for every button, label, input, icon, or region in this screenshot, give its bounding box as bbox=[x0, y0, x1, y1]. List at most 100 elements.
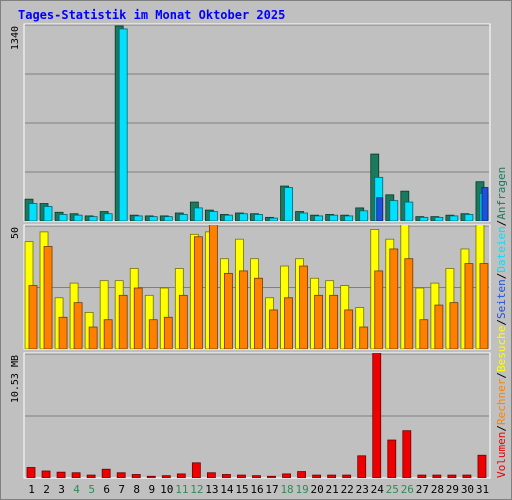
day-label: 11 bbox=[175, 483, 188, 496]
bar-dateien-day-30 bbox=[464, 214, 474, 221]
bar-volumen-day-27 bbox=[417, 474, 427, 478]
bar-rechner-day-24 bbox=[374, 270, 384, 349]
bar-volumen-day-31 bbox=[477, 454, 487, 478]
bar-rechner-day-31 bbox=[479, 263, 489, 349]
bar-volumen-day-4 bbox=[71, 472, 81, 478]
day-label: 4 bbox=[73, 483, 80, 496]
bar-rechner-day-4 bbox=[73, 302, 83, 349]
bar-rechner-day-28 bbox=[434, 304, 444, 349]
bar-volumen-day-29 bbox=[447, 474, 457, 478]
bar-volumen-day-28 bbox=[432, 474, 442, 478]
day-label: 16 bbox=[250, 483, 263, 496]
bar-dateien-day-22 bbox=[344, 215, 354, 221]
bar-rechner-day-16 bbox=[254, 277, 263, 349]
bar-dateien-day-10 bbox=[163, 216, 173, 221]
side-legend-entry: / bbox=[495, 372, 508, 379]
side-legend-entry: Seiten bbox=[495, 279, 508, 319]
bar-rechner-day-8 bbox=[133, 287, 143, 349]
bar-volumen-day-30 bbox=[462, 474, 472, 478]
day-label: 18 bbox=[280, 483, 293, 496]
day-label: 17 bbox=[265, 483, 278, 496]
bar-rechner-day-23 bbox=[359, 326, 369, 349]
bar-volumen-day-18 bbox=[282, 473, 291, 478]
day-label: 10 bbox=[160, 483, 173, 496]
bar-volumen-day-11 bbox=[176, 473, 186, 478]
day-label: 30 bbox=[461, 483, 474, 496]
bar-dateien-day-14 bbox=[224, 214, 233, 221]
bar-dateien-day-2 bbox=[43, 206, 53, 221]
bar-dateien-day-12 bbox=[193, 207, 203, 221]
bar-volumen-day-15 bbox=[237, 474, 246, 478]
side-legend-entry: / bbox=[495, 220, 508, 227]
panel-bottom: 10.53 MB bbox=[10, 352, 491, 479]
bar-rechner-day-11 bbox=[178, 294, 188, 349]
bar-dateien-day-8 bbox=[133, 215, 143, 221]
bar-dateien-day-18 bbox=[284, 187, 293, 221]
bar-seiten-day-24 bbox=[376, 197, 384, 221]
day-label: 13 bbox=[205, 483, 218, 496]
bar-volumen-day-21 bbox=[327, 474, 337, 478]
side-legend-entry: / bbox=[495, 273, 508, 280]
bar-rechner-day-15 bbox=[239, 270, 248, 349]
bar-dateien-day-21 bbox=[329, 214, 339, 221]
bar-volumen-day-7 bbox=[116, 472, 126, 478]
bar-dateien-day-11 bbox=[178, 214, 188, 221]
x-axis-day-labels: 1 2 3 4 5 6 7 8 9 10 11 12 13 14 15 16 17 18 19 20 21 22 23 24 2… bbox=[28, 483, 489, 496]
side-legend-entry: Volumen bbox=[495, 432, 508, 478]
day-label: 12 bbox=[190, 483, 203, 496]
day-label: 23 bbox=[356, 483, 369, 496]
bar-dateien-day-26 bbox=[404, 201, 414, 221]
bar-dateien-day-7 bbox=[118, 28, 128, 221]
bar-dateien-day-23 bbox=[359, 210, 369, 221]
bars-bottom bbox=[26, 353, 487, 478]
bar-volumen-day-5 bbox=[86, 474, 96, 478]
bar-volumen-day-14 bbox=[222, 474, 231, 478]
bar-volumen-day-10 bbox=[161, 475, 171, 478]
bar-volumen-day-19 bbox=[297, 471, 306, 478]
bar-dateien-day-15 bbox=[239, 213, 248, 221]
bar-rechner-day-19 bbox=[299, 265, 308, 349]
chart-panels: 1340 50 10.53 MB bbox=[10, 23, 491, 479]
side-legend-entry: / bbox=[495, 319, 508, 326]
bar-besuche-day-27 bbox=[415, 287, 425, 349]
day-label: 21 bbox=[326, 483, 339, 496]
day-label: 25 bbox=[386, 483, 399, 496]
day-label: 22 bbox=[341, 483, 354, 496]
panel-middle: 50 bbox=[10, 224, 491, 350]
day-label: 27 bbox=[416, 483, 429, 496]
bar-rechner-day-7 bbox=[118, 294, 128, 349]
side-legend-entry: Anfragen bbox=[495, 167, 508, 220]
day-label: 7 bbox=[118, 483, 125, 496]
y-max-label-bottom: 10.53 MB bbox=[10, 355, 21, 403]
chart-title: Tages-Statistik im Monat Oktober 2025 bbox=[18, 8, 285, 22]
bar-rechner-day-12 bbox=[193, 236, 203, 349]
bar-dateien-day-28 bbox=[434, 216, 444, 221]
day-label: 1 bbox=[28, 483, 35, 496]
panel-top: 1340 bbox=[10, 23, 491, 222]
side-legend-entry: Besuche bbox=[495, 326, 508, 372]
side-legend: Volumen/Rechner/Besuche/Seiten/Dateien/A… bbox=[495, 167, 508, 478]
bar-volumen-day-13 bbox=[206, 472, 216, 478]
bar-dateien-day-17 bbox=[269, 217, 278, 221]
day-label: 5 bbox=[88, 483, 95, 496]
bar-rechner-day-27 bbox=[419, 319, 429, 349]
bar-dateien-day-20 bbox=[314, 215, 324, 221]
y-max-label-middle: 50 bbox=[10, 227, 21, 239]
side-legend-text: Volumen/Rechner/Besuche/Seiten/Dateien/A… bbox=[495, 167, 508, 478]
day-label: 26 bbox=[401, 483, 414, 496]
bar-rechner-day-30 bbox=[464, 263, 474, 349]
bar-volumen-day-6 bbox=[101, 468, 111, 478]
bar-volumen-day-25 bbox=[387, 439, 397, 478]
bars-middle bbox=[24, 225, 489, 349]
bar-rechner-day-22 bbox=[344, 309, 354, 349]
bar-rechner-day-10 bbox=[163, 316, 173, 349]
bar-rechner-day-6 bbox=[103, 319, 113, 349]
bar-volumen-day-2 bbox=[41, 470, 51, 478]
bar-rechner-day-3 bbox=[58, 316, 68, 349]
day-label: 14 bbox=[220, 483, 234, 496]
day-label: 6 bbox=[103, 483, 110, 496]
bar-rechner-day-5 bbox=[88, 326, 98, 349]
bar-volumen-day-16 bbox=[252, 475, 261, 478]
side-legend-entry: Rechner bbox=[495, 378, 508, 425]
